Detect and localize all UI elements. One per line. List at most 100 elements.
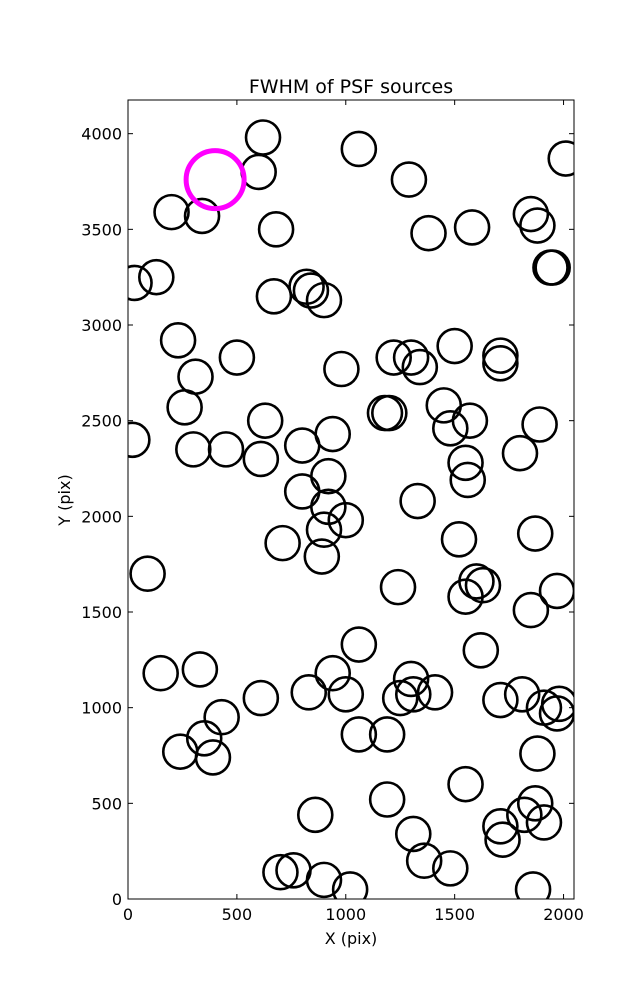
source-marker xyxy=(218,339,256,376)
tick-layer: 0 500 1000 1500 2000 0 500 1000 1500 2000 2500 3000… xyxy=(81,100,584,924)
source-marker xyxy=(166,388,203,426)
x-tick-label: 2000 xyxy=(543,905,584,924)
source-marker xyxy=(453,209,491,246)
source-marker xyxy=(506,796,543,834)
source-marker xyxy=(521,406,558,443)
source-marker xyxy=(547,140,574,177)
source-marker xyxy=(159,322,197,359)
source-marker xyxy=(432,410,469,447)
source-marker xyxy=(183,197,221,235)
source-marker xyxy=(175,431,212,468)
source-marker xyxy=(514,871,552,899)
y-tick-label: 3500 xyxy=(81,220,122,239)
source-marker xyxy=(240,153,277,191)
source-marker xyxy=(482,344,519,382)
source-marker xyxy=(303,538,341,575)
source-marker xyxy=(246,402,284,439)
source-marker xyxy=(257,211,295,248)
marker-layer xyxy=(128,119,574,899)
y-tick-label: 1500 xyxy=(81,603,122,622)
source-marker xyxy=(447,765,484,803)
source-marker xyxy=(503,675,541,713)
source-marker xyxy=(292,272,330,309)
source-marker xyxy=(305,511,343,549)
source-marker xyxy=(142,654,179,692)
source-marker xyxy=(327,675,365,713)
source-marker xyxy=(327,501,365,539)
source-marker xyxy=(519,207,556,244)
source-marker xyxy=(128,264,153,302)
source-marker xyxy=(516,515,554,552)
source-marker xyxy=(255,278,293,315)
y-axis-label: Y (pix) xyxy=(55,474,74,526)
y-tick-label: 1000 xyxy=(81,699,122,718)
x-tick-label: 0 xyxy=(123,905,133,924)
highlight-marker xyxy=(183,148,247,212)
y-tick-label: 2500 xyxy=(81,412,122,431)
source-marker xyxy=(538,695,574,732)
x-tick-label: 1000 xyxy=(325,905,366,924)
source-marker xyxy=(484,821,521,858)
source-marker xyxy=(482,807,519,845)
source-marker xyxy=(305,281,343,319)
source-marker xyxy=(512,195,550,233)
source-marker xyxy=(447,578,484,615)
source-marker xyxy=(194,739,232,776)
source-marker xyxy=(416,674,454,711)
source-marker xyxy=(401,348,439,386)
source-marker xyxy=(538,572,574,610)
chart-title: FWHM of PSF sources xyxy=(249,76,453,98)
source-marker xyxy=(532,249,569,286)
y-tick-label: 4000 xyxy=(81,125,122,144)
source-marker xyxy=(371,394,408,432)
source-marker xyxy=(482,337,519,374)
source-marker xyxy=(138,258,175,296)
source-marker xyxy=(314,415,352,453)
source-marker xyxy=(314,654,352,692)
source-marker xyxy=(482,681,519,719)
source-marker xyxy=(381,679,419,717)
source-marker xyxy=(394,675,432,713)
y-tick-label: 0 xyxy=(112,890,122,909)
source-marker xyxy=(501,434,539,472)
source-marker xyxy=(462,631,500,669)
source-marker xyxy=(129,555,166,593)
source-marker xyxy=(283,473,321,510)
source-marker xyxy=(340,130,378,168)
source-marker xyxy=(399,482,436,520)
x-tick-label: 1500 xyxy=(434,905,475,924)
source-marker xyxy=(203,698,240,736)
source-marker xyxy=(449,461,487,499)
source-marker xyxy=(340,716,378,753)
source-marker xyxy=(392,660,430,698)
source-marker xyxy=(368,781,406,818)
source-marker xyxy=(153,193,190,231)
source-marker xyxy=(375,339,412,376)
source-marker xyxy=(283,427,321,464)
source-marker xyxy=(525,804,563,841)
source-marker xyxy=(207,431,245,468)
source-marker xyxy=(394,815,432,853)
source-marker xyxy=(262,853,299,891)
source-marker xyxy=(410,214,447,252)
source-marker xyxy=(264,524,301,562)
plot-frame xyxy=(127,99,575,900)
source-marker xyxy=(519,735,556,772)
source-marker xyxy=(390,161,428,198)
source-marker xyxy=(379,568,417,606)
source-marker xyxy=(128,421,151,459)
source-marker xyxy=(432,850,469,887)
source-marker xyxy=(331,871,369,899)
y-tick-label: 500 xyxy=(91,794,122,813)
source-marker xyxy=(447,444,484,482)
y-tick-label: 2000 xyxy=(81,507,122,526)
x-axis-label: X (pix) xyxy=(325,929,378,948)
source-marker xyxy=(440,520,478,558)
source-marker xyxy=(305,861,343,899)
x-tick-label: 500 xyxy=(222,905,253,924)
source-marker xyxy=(340,626,378,663)
y-tick-label: 3000 xyxy=(81,316,122,335)
source-marker xyxy=(290,674,328,711)
source-marker xyxy=(242,679,280,717)
